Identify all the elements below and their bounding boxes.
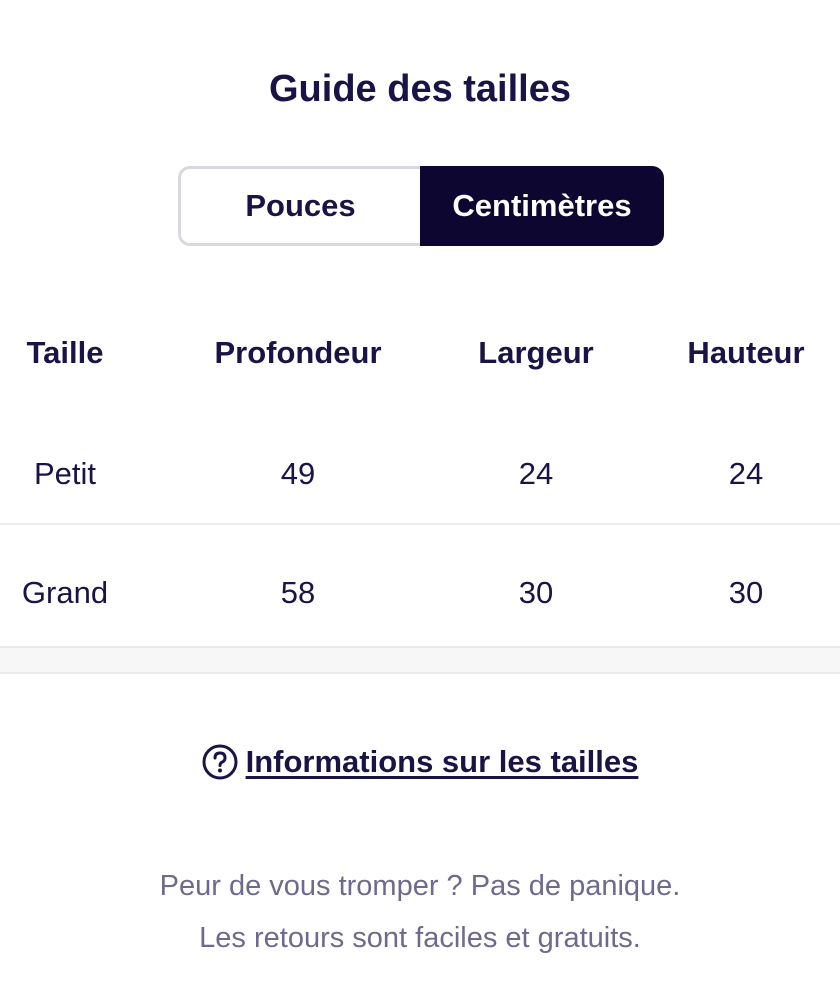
section-divider (0, 646, 840, 674)
height-cell: 24 (728, 456, 764, 491)
table-row: Petit 49 24 24 (0, 406, 840, 525)
size-table: Taille Profondeur Largeur Hauteur Petit … (0, 300, 840, 642)
toggle-inches-button[interactable]: Pouces (178, 166, 420, 246)
returns-note-line-1: Peur de vous tromper ? Pas de panique. (159, 870, 681, 902)
unit-toggle: Pouces Centimètres (178, 166, 664, 246)
returns-note-line-2: Les retours sont faciles et gratuits. (199, 922, 641, 954)
width-cell: 30 (518, 575, 554, 610)
column-header-depth: Profondeur (214, 335, 382, 370)
width-cell: 24 (518, 456, 554, 491)
column-header-size: Taille (26, 335, 104, 370)
column-header-height: Hauteur (687, 335, 805, 370)
size-name-cell: Petit (33, 456, 97, 491)
page-title: Guide des tailles (269, 68, 571, 110)
table-row: Grand 58 30 30 (0, 525, 840, 642)
size-name-cell: Grand (21, 575, 109, 610)
depth-cell: 58 (280, 575, 316, 610)
toggle-centimeters-button[interactable]: Centimètres (420, 166, 664, 246)
size-info-link-label[interactable]: Informations sur les tailles (245, 744, 639, 779)
size-info-link[interactable]: Informations sur les tailles (0, 744, 840, 780)
height-cell: 30 (728, 575, 764, 610)
table-header-row: Taille Profondeur Largeur Hauteur (0, 300, 840, 406)
returns-note: Peur de vous tromper ? Pas de panique. L… (0, 860, 840, 964)
question-circle-icon (202, 744, 238, 780)
depth-cell: 49 (280, 456, 316, 491)
column-header-width: Largeur (478, 335, 594, 370)
